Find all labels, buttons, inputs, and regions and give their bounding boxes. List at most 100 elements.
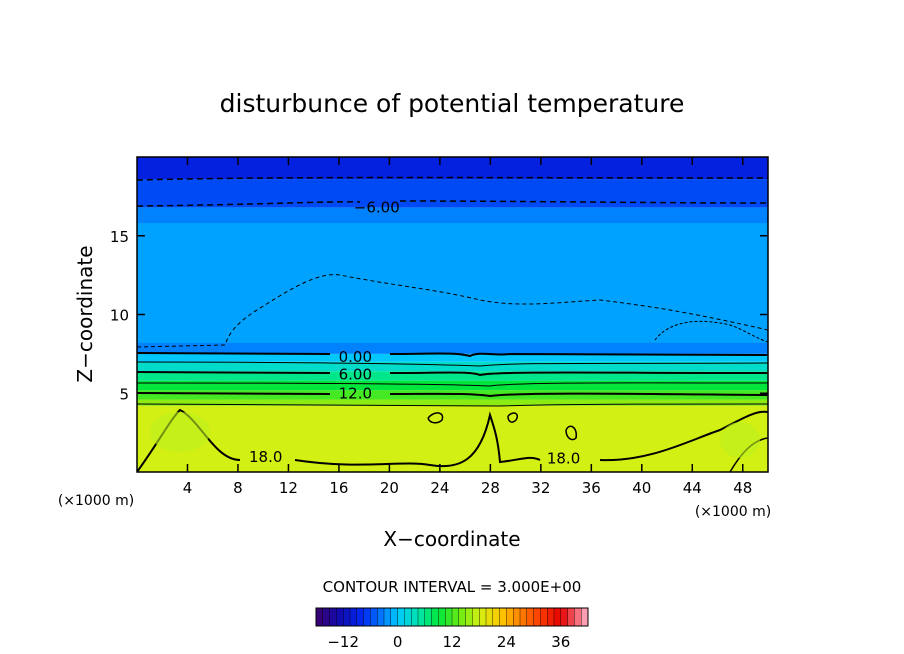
x-axis-ticks: 4 8 12 16 20 24 28 32 36 40 44 48 — [183, 157, 752, 497]
warm-patch-1 — [720, 422, 760, 458]
colorbar-tick-label-3: 24 — [497, 633, 516, 651]
colorbar-cell-20 — [451, 607, 460, 627]
contour-line-4 — [137, 352, 768, 358]
x-tick-label-0: 4 — [183, 479, 193, 497]
colorbar-cell-4 — [343, 607, 351, 627]
colorbar-cell-26 — [492, 607, 501, 627]
x-tick-label-6: 28 — [481, 479, 500, 497]
color-band-9 — [137, 157, 768, 180]
y-tick-label-1: 10 — [110, 307, 129, 325]
colorbar-cell-18 — [438, 607, 446, 627]
x-tick-label-3: 16 — [329, 479, 348, 497]
color-band-5 — [137, 361, 768, 372]
contour-line-12 — [507, 412, 519, 423]
upper-gradient — [137, 223, 768, 343]
color-bands — [137, 157, 768, 472]
contour-line-3 — [654, 320, 768, 343]
contour-label-2: 6.00 — [339, 365, 372, 383]
x-tick-label-4: 20 — [380, 479, 399, 497]
colorbar-cell-2 — [329, 607, 337, 627]
y-axis-label: Z−coordinate — [73, 245, 97, 382]
contour-line-10 — [137, 408, 768, 472]
contour-label-5: 18.0 — [547, 450, 580, 468]
color-band-4 — [137, 371, 768, 381]
colorbar-cell-17 — [431, 607, 439, 627]
colorbar-cell-38 — [574, 607, 582, 627]
colorbar-cell-8 — [370, 607, 378, 627]
x-tick-label-8: 36 — [582, 479, 601, 497]
colorbar-cell-14 — [411, 607, 419, 627]
colorbar-frame — [315, 607, 589, 627]
colorbar-cell-0 — [315, 607, 324, 627]
color-band-1 — [137, 399, 768, 406]
y-tick-label-2: 15 — [110, 228, 129, 246]
colorbar-cell-6 — [356, 607, 365, 627]
colorbar-cell-9 — [377, 607, 385, 627]
colorbar-cell-33 — [540, 607, 548, 627]
contour-line-13 — [565, 425, 578, 441]
x-tick-label-10: 44 — [683, 479, 702, 497]
y-axis-ticks: 5 10 15 — [110, 228, 768, 403]
x-tick-label-9: 40 — [632, 479, 651, 497]
colorbar-cell-23 — [472, 607, 480, 627]
colorbar-ticks: −12 0 12 24 36 — [327, 633, 570, 651]
colorbar-cell-19 — [445, 607, 453, 627]
colorbar-cell-24 — [479, 607, 487, 627]
colorbar-cell-27 — [499, 607, 507, 627]
plot-area — [137, 157, 768, 472]
color-band-3 — [137, 380, 768, 391]
colorbar-cell-37 — [567, 607, 575, 627]
colorbar-cell-21 — [458, 607, 467, 627]
contour-line-11 — [427, 412, 444, 424]
contour-line-7 — [137, 382, 768, 387]
x-unit-right: (×1000 m) — [695, 504, 771, 520]
contour-label-1: 0.00 — [339, 348, 372, 366]
colorbar-cell-7 — [363, 607, 371, 627]
colorbar-cell-22 — [465, 607, 473, 627]
color-band-6 — [137, 353, 768, 362]
x-tick-label-11: 48 — [733, 479, 752, 497]
color-band-0 — [137, 405, 768, 472]
chart-title: disturbunce of potential temperature — [220, 89, 685, 118]
colorbar-cell-1 — [322, 607, 331, 627]
colorbar-cell-13 — [404, 607, 412, 627]
warm-patch-0 — [150, 412, 210, 452]
colorbar-cell-10 — [383, 607, 392, 627]
colorbar-cell-30 — [519, 607, 528, 627]
contour-line-5 — [137, 361, 768, 367]
contour-interval-label: CONTOUR INTERVAL = 3.000E+00 — [323, 578, 582, 596]
colorbar-cell-31 — [526, 607, 535, 627]
colorbar-cell-5 — [349, 607, 358, 627]
colorbar-tick-label-4: 36 — [551, 633, 570, 651]
colorbar-cell-36 — [560, 607, 569, 627]
colorbar-cell-15 — [417, 607, 426, 627]
colorbar-tick-label-1: 0 — [393, 633, 403, 651]
x-unit-left: (×1000 m) — [58, 493, 134, 509]
x-tick-label-1: 8 — [233, 479, 243, 497]
colorbar-cell-35 — [553, 607, 562, 627]
colorbar — [315, 607, 589, 627]
contour-line-0 — [137, 176, 768, 181]
colorbar-cell-32 — [533, 607, 541, 627]
colorbar-cell-3 — [336, 607, 344, 627]
contour-line-1 — [137, 200, 768, 207]
x-tick-label-5: 24 — [430, 479, 449, 497]
x-axis-label: X−coordinate — [383, 527, 520, 551]
colorbar-cell-12 — [397, 607, 405, 627]
colorbar-cell-34 — [547, 607, 555, 627]
colorbar-cell-25 — [485, 607, 494, 627]
contour-line-6 — [137, 371, 768, 377]
contour-label-4: 18.0 — [249, 448, 282, 466]
y-tick-label-0: 5 — [119, 385, 129, 403]
contour-label-3: 12.0 — [339, 384, 372, 402]
colorbar-cell-28 — [506, 607, 514, 627]
colorbar-tick-label-0: −12 — [327, 633, 359, 651]
colorbar-cell-16 — [424, 607, 433, 627]
colorbar-tick-label-2: 12 — [442, 633, 461, 651]
contour-line-8 — [137, 392, 768, 398]
colorbar-cell-39 — [581, 607, 589, 627]
x-tick-label-2: 12 — [279, 479, 298, 497]
contour-label-0: −6.00 — [354, 198, 400, 216]
